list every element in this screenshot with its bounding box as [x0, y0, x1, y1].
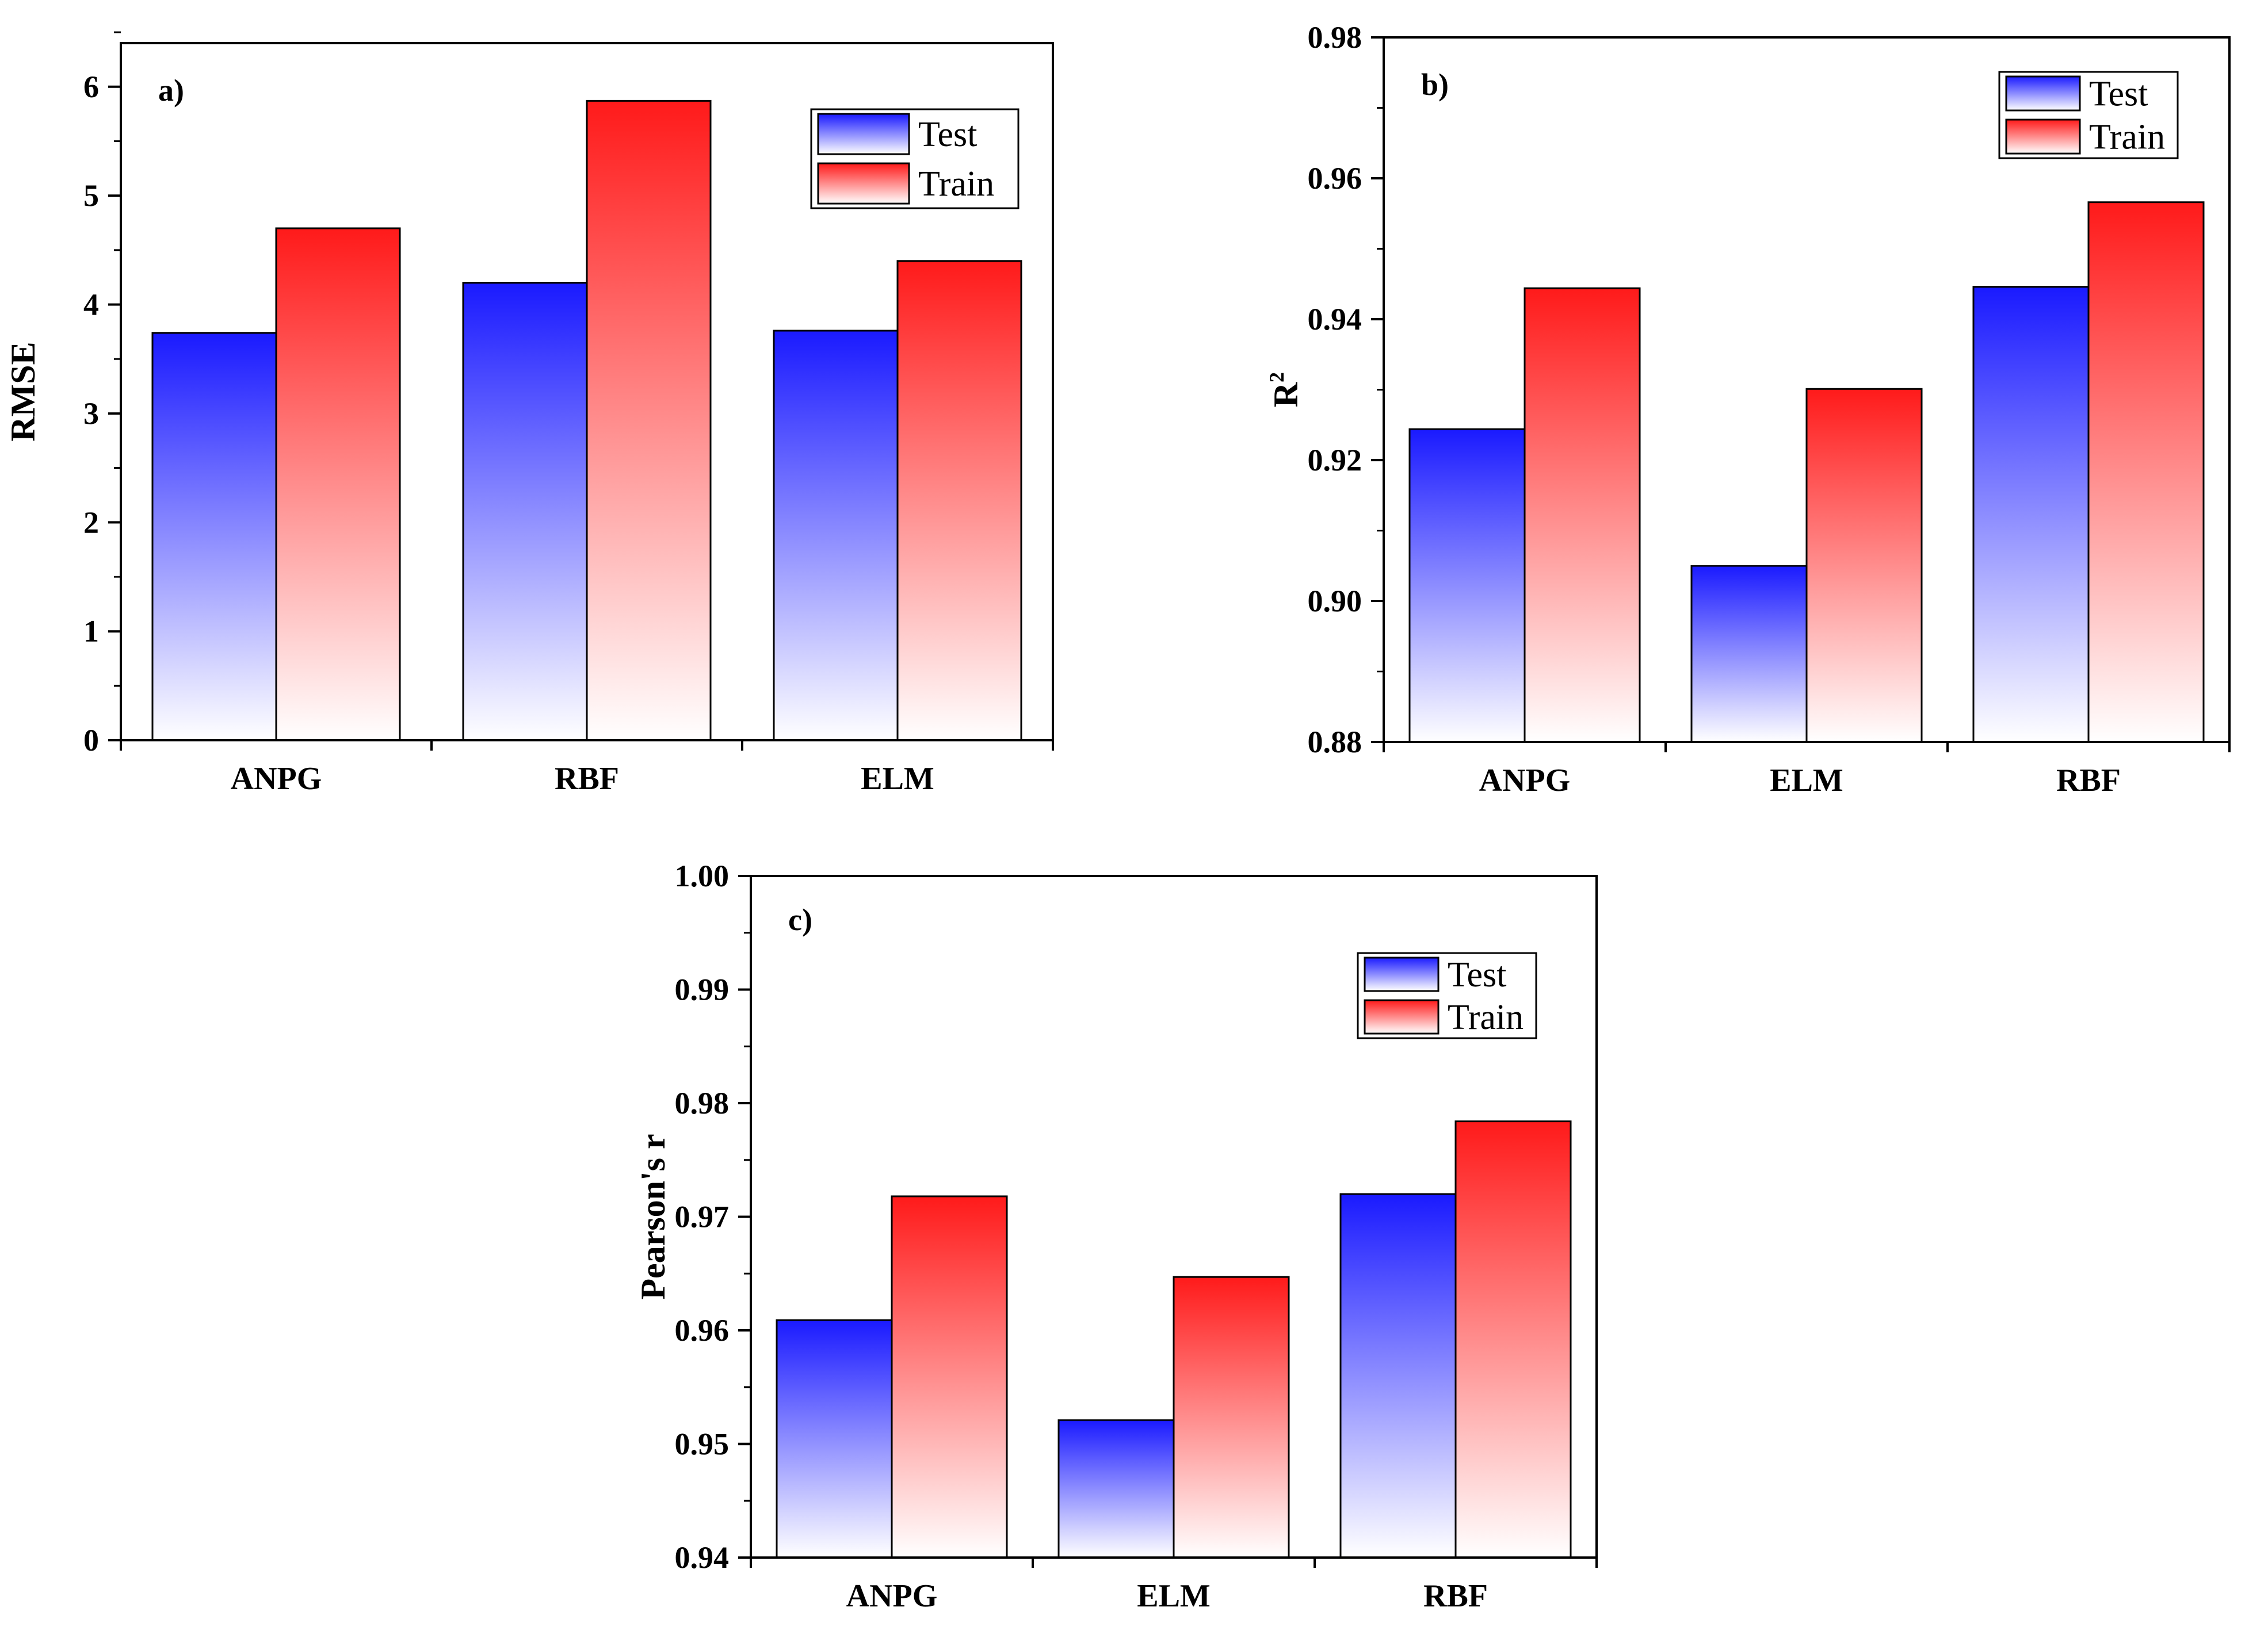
bar-train-rbf	[586, 100, 712, 741]
panel-label: b)	[1421, 67, 1449, 102]
y-tick-label: 0.88	[1308, 725, 1362, 759]
x-tick-label: ANPG	[846, 1578, 938, 1614]
chart-panel-a: ANPG RBF ELM 0 1 2 3 4 5 6 RMSE a) Test Train	[4, 31, 1054, 797]
y-tick-label: 0.90	[1308, 584, 1362, 618]
legend-swatch-train	[817, 162, 910, 205]
bar-train-anpg	[891, 1195, 1008, 1559]
bar-train-elm	[1173, 1276, 1290, 1559]
bar-test-elm	[1690, 565, 1808, 743]
y-tick-label: 1.00	[675, 859, 730, 893]
panel-label: c)	[788, 902, 812, 937]
legend-label-test: Test	[2089, 75, 2148, 114]
legend-swatch-test	[817, 113, 910, 155]
legend-swatch-test	[2005, 75, 2081, 112]
y-tick-label: 0.94	[675, 1540, 730, 1575]
y-tick-label: 3	[83, 396, 99, 431]
y-tick-label: 0.98	[1308, 20, 1362, 55]
bar-test-rbf	[1972, 286, 2090, 743]
legend-label-train: Train	[1448, 998, 1524, 1037]
y-tick-label: 0.98	[675, 1086, 730, 1120]
bar-test-anpg	[151, 332, 277, 741]
bar-train-rbf	[1454, 1120, 1572, 1559]
bar-test-elm	[773, 330, 899, 741]
chart-panel-b: ANPG ELM RBF 0.88 0.90 0.92 0.94 0.96 0.98 R2 b) Te…	[1265, 20, 2231, 798]
y-tick-label: 4	[83, 288, 99, 322]
x-tick-label: ELM	[861, 761, 934, 797]
plot-frame	[120, 42, 1054, 741]
legend-label-test: Test	[918, 115, 977, 154]
bar-train-rbf	[2087, 201, 2205, 743]
y-tick-label: 2	[83, 505, 99, 540]
y-axis-label: R2	[1265, 372, 1305, 407]
x-tick-label: ELM	[1770, 763, 1843, 798]
y-tick-label: 1	[83, 614, 99, 649]
bar-train-anpg	[1524, 287, 1641, 743]
legend-swatch-train	[1364, 999, 1440, 1035]
y-tick-label: 0.92	[1308, 443, 1362, 477]
legend-swatch-test	[1364, 957, 1440, 992]
legend-swatch-train	[2005, 118, 2081, 155]
bar-test-elm	[1057, 1419, 1175, 1559]
bar-test-rbf	[1339, 1193, 1457, 1559]
chart-panel-c: ANPG ELM RBF 0.94 0.95 0.96 0.97 0.98 0.99 1.00 Pe…	[634, 859, 1598, 1614]
bar-train-elm	[896, 260, 1022, 741]
x-tick-label: ANPG	[231, 761, 322, 797]
bar-train-elm	[1805, 388, 1923, 743]
legend-label-test: Test	[1448, 955, 1506, 994]
x-tick-label: ANPG	[1479, 763, 1571, 798]
x-tick-label: RBF	[2056, 763, 2121, 798]
y-axis-label: Pearson's r	[634, 1134, 672, 1299]
y-tick-label: 0.94	[1308, 302, 1362, 336]
bar-test-anpg	[1408, 428, 1526, 743]
y-tick-label: 0.96	[1308, 161, 1362, 196]
y-axis-label: RMSE	[4, 342, 42, 441]
y-tick-label: 0.97	[675, 1200, 730, 1234]
y-tick-label: 0.96	[675, 1313, 730, 1348]
bar-train-anpg	[275, 227, 401, 741]
bar-test-rbf	[462, 282, 588, 741]
legend-label-train: Train	[2089, 118, 2165, 157]
legend: Test Train	[1998, 71, 2179, 159]
y-tick-label: 6	[83, 70, 99, 104]
y-tick-label: 5	[83, 178, 99, 213]
x-tick-label: RBF	[555, 761, 619, 797]
bar-test-anpg	[776, 1319, 893, 1559]
x-tick-label: RBF	[1423, 1578, 1488, 1614]
panel-label: a)	[158, 73, 184, 108]
y-tick-label: 0.95	[675, 1427, 730, 1462]
y-tick-label: 0	[83, 723, 99, 757]
legend: Test Train	[810, 108, 1020, 209]
x-tick-label: ELM	[1137, 1578, 1211, 1614]
legend: Test Train	[1357, 952, 1537, 1039]
y-tick-label: 0.99	[675, 973, 730, 1007]
legend-label-train: Train	[918, 164, 994, 204]
y-axis-label-superscript: 2	[1265, 372, 1288, 382]
